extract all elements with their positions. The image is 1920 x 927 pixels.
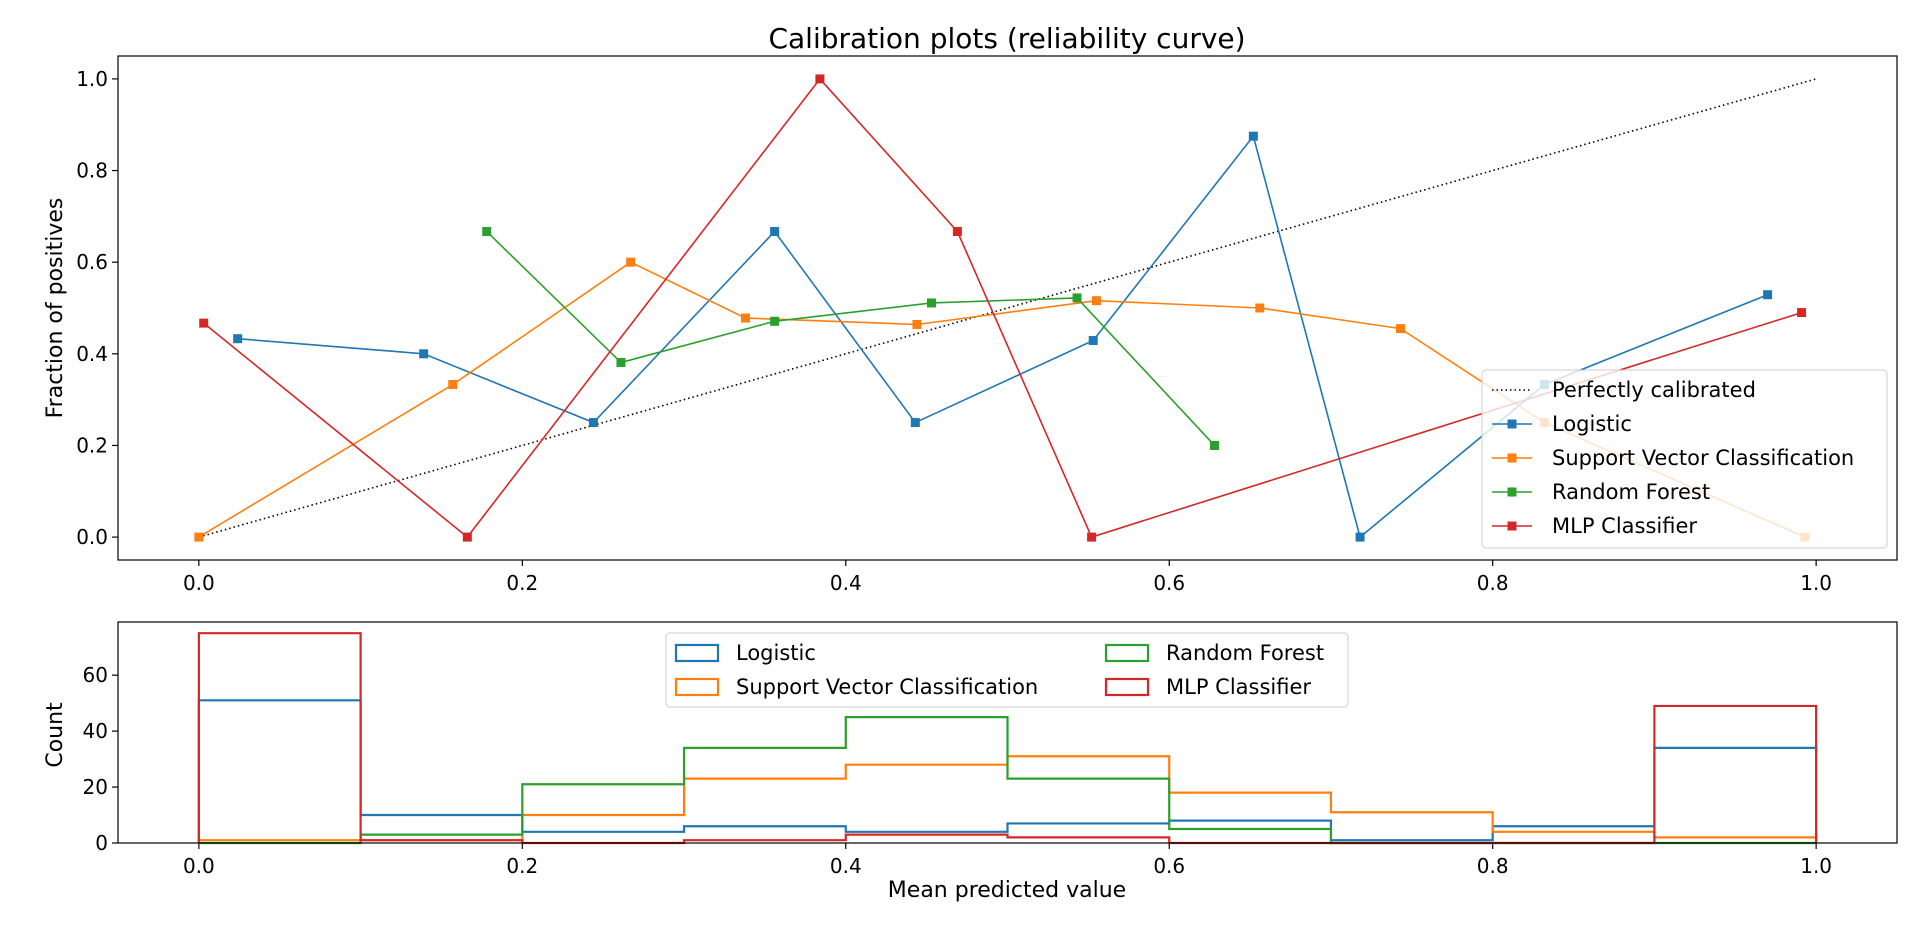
x-tick-label: 0.8 — [1477, 571, 1509, 595]
histogram-frame — [117, 621, 1898, 844]
mlp-classifier-point — [462, 532, 472, 542]
y-tick-label: 0 — [95, 831, 108, 855]
x-tick-label: 0.4 — [830, 571, 862, 595]
x-tick-label: 0.6 — [1153, 854, 1185, 878]
histogram-legend-swatch-random-forest — [1104, 643, 1150, 663]
random-forest-point — [482, 226, 492, 236]
x-tick-label: 0.2 — [506, 571, 538, 595]
x-tick-label: 0.4 — [830, 854, 862, 878]
histogram-legend-label-mlp-classifier: MLP Classifier — [1166, 675, 1311, 699]
mlp-classifier-point — [815, 74, 825, 84]
histogram-legend-box — [665, 632, 1349, 708]
support-vector-classification-point — [1395, 324, 1405, 334]
support-vector-classification-point — [194, 532, 204, 542]
y-tick-label: 0.8 — [76, 159, 108, 183]
random-forest-point — [770, 316, 780, 326]
histogram-legend-swatch-mlp-classifier — [1104, 677, 1150, 697]
legend-label-logistic: Logistic — [1552, 412, 1632, 436]
y-tick-label: 1.0 — [76, 67, 108, 91]
y-tick-label: 0.0 — [76, 525, 108, 549]
y-tick-label: 60 — [83, 663, 108, 687]
support-vector-classification-point — [1091, 296, 1101, 306]
support-vector-classification-point — [448, 380, 458, 390]
mlp-classifier-point — [1087, 532, 1097, 542]
x-tick-label: 1.0 — [1800, 854, 1832, 878]
logistic-point — [1248, 131, 1258, 141]
legend-label-perfectly-calibrated: Perfectly calibrated — [1552, 378, 1756, 402]
y-tick-label: 40 — [83, 719, 108, 743]
y-tick-label: 0.2 — [76, 433, 108, 457]
y-axis-label: Fraction of positives — [43, 198, 68, 419]
logistic-point — [419, 349, 429, 359]
histogram-y-axis-label: Count — [43, 702, 68, 768]
random-forest-point — [616, 358, 626, 368]
logistic-point — [233, 334, 243, 344]
random-forest-line — [486, 230, 1216, 446]
logistic-line — [237, 134, 1768, 539]
histogram-legend-label-logistic: Logistic — [736, 641, 816, 665]
logistic-point — [910, 418, 920, 428]
support-vector-classification-line — [198, 261, 1806, 538]
plot-frame — [117, 55, 1898, 561]
legend-box — [1481, 369, 1888, 549]
mlp-classifier-line — [203, 77, 1802, 539]
histogram-plot: 0.0 0.2 0.4 0.6 0.8 1.0 0 20 40 60 Logistic Support… — [83, 621, 1898, 878]
histogram-legend-label-random-forest: Random Forest — [1166, 641, 1324, 665]
x-tick-label: 0.0 — [183, 854, 215, 878]
x-tick-label: 1.0 — [1800, 571, 1832, 595]
legend-marker-random-forest — [1507, 487, 1517, 497]
y-tick-label: 20 — [83, 775, 108, 799]
random-forest-point — [1072, 293, 1082, 303]
y-tick-label: 0.4 — [76, 342, 108, 366]
support-vector-classification-point — [741, 313, 751, 323]
perfectly-calibrated-line — [198, 78, 1817, 538]
logistic-point — [588, 418, 598, 428]
histogram-legend-swatch-logistic — [674, 643, 720, 663]
legend-label-mlp-classifier: MLP Classifier — [1552, 514, 1697, 538]
legend-marker-support-vector-classification — [1507, 453, 1517, 463]
x-tick-label: 0.2 — [506, 854, 538, 878]
legend-label-random-forest: Random Forest — [1552, 480, 1710, 504]
x-tick-label: 0.6 — [1153, 571, 1185, 595]
calibration-plot: 0.0 0.2 0.4 0.6 0.8 1.0 0.0 0.2 0.4 0.6 0.8 1.0 Perf… — [76, 55, 1898, 595]
mlp-classifier-point — [199, 318, 209, 328]
x-tick-label: 0.0 — [183, 571, 215, 595]
x-tick-label: 0.8 — [1477, 854, 1509, 878]
legend-marker-logistic — [1507, 419, 1517, 429]
legend-label-support-vector-classification: Support Vector Classification — [1552, 446, 1854, 470]
logistic-point — [1088, 336, 1098, 346]
support-vector-classification-point — [1255, 303, 1265, 313]
support-vector-classification-point — [912, 319, 922, 329]
random-forest-point — [1210, 440, 1220, 450]
chart-title: Calibration plots (reliability curve) — [768, 22, 1245, 55]
histogram-legend-label-support-vector-classification: Support Vector Classification — [736, 675, 1038, 699]
histogram-x-axis-label: Mean predicted value — [888, 878, 1126, 903]
logistic-histogram — [197, 699, 1818, 843]
logistic-point — [1355, 532, 1365, 542]
logistic-point — [770, 226, 780, 236]
logistic-point — [1763, 290, 1773, 300]
y-tick-label: 0.6 — [76, 250, 108, 274]
support-vector-classification-point — [626, 257, 636, 267]
mlp-classifier-point — [952, 226, 962, 236]
histogram-legend-swatch-support-vector-classification — [674, 677, 720, 697]
random-forest-point — [926, 298, 936, 308]
legend-marker-mlp-classifier — [1507, 521, 1517, 531]
mlp-classifier-point — [1797, 308, 1807, 318]
